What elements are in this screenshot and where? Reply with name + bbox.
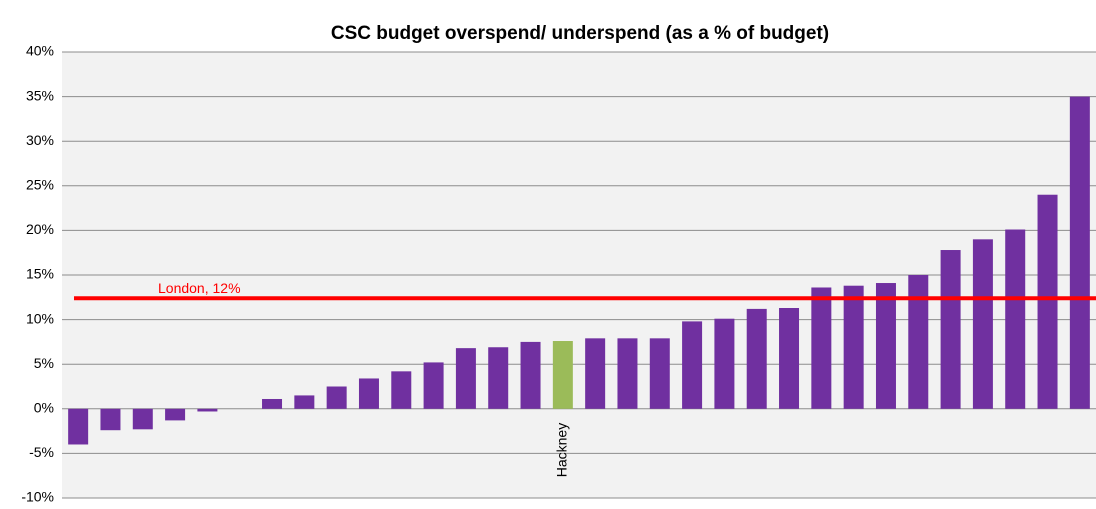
y-tick-label: 0% xyxy=(34,400,54,416)
bar xyxy=(908,275,929,409)
bar xyxy=(1069,96,1090,409)
bar xyxy=(423,362,444,409)
bar xyxy=(875,283,896,409)
y-tick-label: 5% xyxy=(34,355,54,371)
bar xyxy=(294,395,315,409)
bar xyxy=(843,285,864,409)
bar xyxy=(1005,229,1026,409)
y-tick-label: 10% xyxy=(26,310,54,326)
bar xyxy=(617,338,638,409)
bar xyxy=(682,321,703,409)
bar xyxy=(779,308,800,409)
bar xyxy=(552,341,573,409)
bar xyxy=(1037,194,1058,409)
reference-label: London, 12% xyxy=(158,280,241,296)
bar xyxy=(391,371,412,409)
y-tick-label: 30% xyxy=(26,132,54,148)
bar xyxy=(746,308,767,409)
bar xyxy=(972,239,993,409)
bar xyxy=(326,386,347,409)
bar xyxy=(940,250,961,409)
y-tick-label: 35% xyxy=(26,87,54,103)
y-tick-label: 15% xyxy=(26,266,54,282)
bar xyxy=(811,287,832,409)
bar xyxy=(520,341,541,409)
chart-title: CSC budget overspend/ underspend (as a %… xyxy=(331,23,829,44)
bar xyxy=(132,408,153,430)
bar xyxy=(197,408,218,412)
y-tick-label: 25% xyxy=(26,177,54,193)
bar xyxy=(68,408,89,445)
x-tick-label: Hackney xyxy=(554,423,570,477)
bar xyxy=(714,318,735,409)
bar xyxy=(585,338,606,409)
bar xyxy=(488,347,509,409)
bar xyxy=(100,408,121,431)
bar xyxy=(262,398,283,409)
y-tick-label: 20% xyxy=(26,221,54,237)
y-tick-label: -10% xyxy=(21,489,54,505)
bar xyxy=(649,338,670,409)
bar xyxy=(165,408,186,421)
bar xyxy=(455,348,476,409)
y-tick-label: -5% xyxy=(29,444,54,460)
bar xyxy=(358,378,379,409)
y-tick-label: 40% xyxy=(26,43,54,59)
